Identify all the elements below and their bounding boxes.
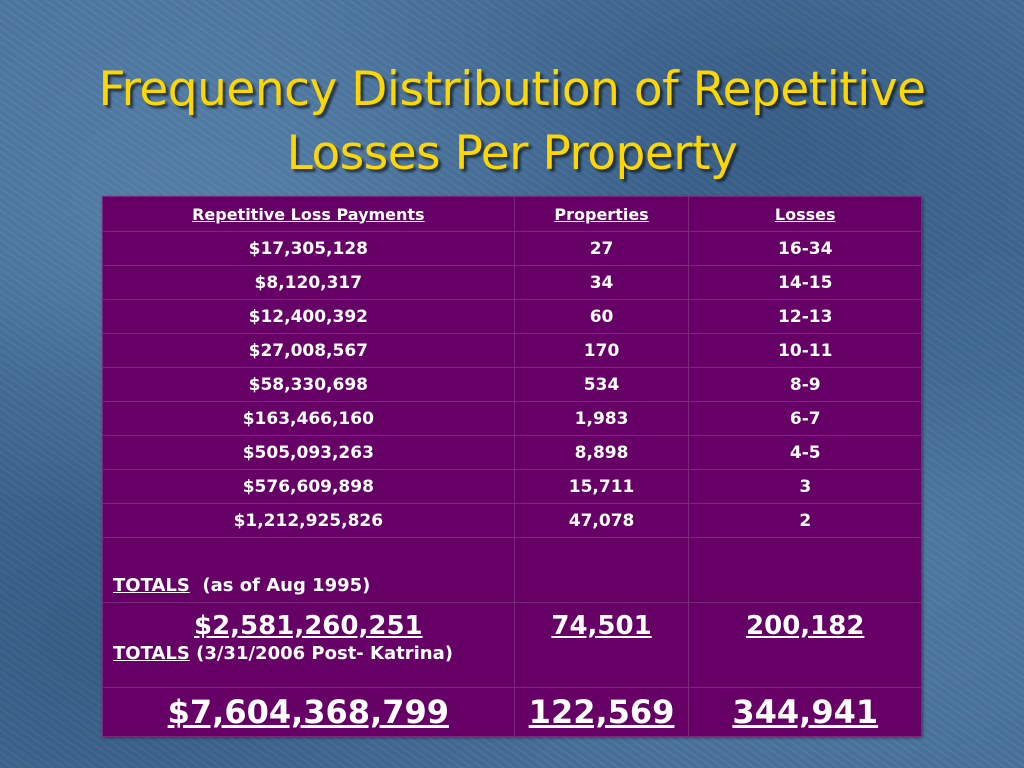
losses-cell: 16-34 [688, 231, 922, 266]
totals-2006-properties: 122,569 [513, 687, 690, 737]
totals-2006-payments: $7,604,368,799 [102, 687, 515, 737]
payments-cell: $1,212,925,826 [102, 503, 515, 538]
losses-cell: 8-9 [688, 367, 922, 402]
totals-1995-label: TOTALS [113, 575, 190, 596]
properties-cell: 60 [513, 299, 690, 334]
payments-cell: $12,400,392 [102, 299, 515, 334]
slide-title: Frequency Distribution of Repetitive Los… [0, 58, 1024, 186]
totals-2006-losses: 344,941 [688, 687, 922, 737]
properties-cell: 34 [513, 265, 690, 300]
header-properties: Properties [554, 204, 649, 224]
table-row: $8,120,317 34 14-15 [102, 265, 922, 300]
totals-1995-note: (as of Aug 1995) [202, 575, 371, 596]
empty-cell [688, 537, 922, 603]
properties-cell: 534 [513, 367, 690, 402]
table-row: $505,093,263 8,898 4-5 [102, 435, 922, 470]
payments-cell: $505,093,263 [102, 435, 515, 470]
properties-cell: 1,983 [513, 401, 690, 436]
slide-title-line-2: Losses Per Property [286, 126, 738, 181]
totals-1995-payments-cell: $2,581,260,251 TOTALS (3/31/2006 Post- K… [102, 602, 515, 688]
header-losses: Losses [774, 204, 836, 224]
table-row: $163,466,160 1,983 6-7 [102, 401, 922, 436]
payments-cell: $58,330,698 [102, 367, 515, 402]
table-row: $17,305,128 27 16-34 [102, 231, 922, 266]
header-cell: Losses [688, 196, 922, 232]
empty-cell [513, 537, 690, 603]
losses-cell: 12-13 [688, 299, 922, 334]
table-row: $58,330,698 534 8-9 [102, 367, 922, 402]
totals-1995-payments: $2,581,260,251 [194, 611, 423, 641]
header-cell: Properties [513, 196, 690, 232]
payments-cell: $8,120,317 [102, 265, 515, 300]
header-payments: Repetitive Loss Payments [192, 204, 425, 224]
losses-cell: 14-15 [688, 265, 922, 300]
table-row: $27,008,567 170 10-11 [102, 333, 922, 368]
totals-2006-label: TOTALS [113, 643, 190, 664]
payments-cell: $576,609,898 [102, 469, 515, 504]
properties-cell: 47,078 [513, 503, 690, 538]
properties-cell: 15,711 [513, 469, 690, 504]
header-cell: Repetitive Loss Payments [102, 196, 515, 232]
losses-cell: 6-7 [688, 401, 922, 436]
losses-cell: 3 [688, 469, 922, 504]
frequency-table: Repetitive Loss Payments Properties Loss… [102, 196, 922, 737]
payments-cell: $27,008,567 [102, 333, 515, 368]
totals-1995-row: $2,581,260,251 TOTALS (3/31/2006 Post- K… [102, 602, 922, 688]
losses-cell: 2 [688, 503, 922, 538]
payments-cell: $163,466,160 [102, 401, 515, 436]
totals-1995-label-cell: TOTALS (as of Aug 1995) [102, 537, 515, 603]
table-row: $1,212,925,826 47,078 2 [102, 503, 922, 538]
totals-1995-label-row: TOTALS (as of Aug 1995) [102, 537, 922, 603]
totals-2006-row: $7,604,368,799 122,569 344,941 [102, 687, 922, 737]
properties-cell: 8,898 [513, 435, 690, 470]
totals-1995-properties: 74,501 [513, 602, 690, 688]
slide-title-line-1: Frequency Distribution of Repetitive [98, 62, 926, 117]
table-row: $576,609,898 15,711 3 [102, 469, 922, 504]
losses-cell: 10-11 [688, 333, 922, 368]
properties-cell: 27 [513, 231, 690, 266]
losses-cell: 4-5 [688, 435, 922, 470]
totals-1995-losses: 200,182 [688, 602, 922, 688]
table-header-row: Repetitive Loss Payments Properties Loss… [102, 196, 922, 232]
table-row: $12,400,392 60 12-13 [102, 299, 922, 334]
properties-cell: 170 [513, 333, 690, 368]
payments-cell: $17,305,128 [102, 231, 515, 266]
totals-2006-note: (3/31/2006 Post- Katrina) [196, 643, 453, 664]
totals-2006-label-group: TOTALS (3/31/2006 Post- Katrina) [103, 643, 514, 664]
